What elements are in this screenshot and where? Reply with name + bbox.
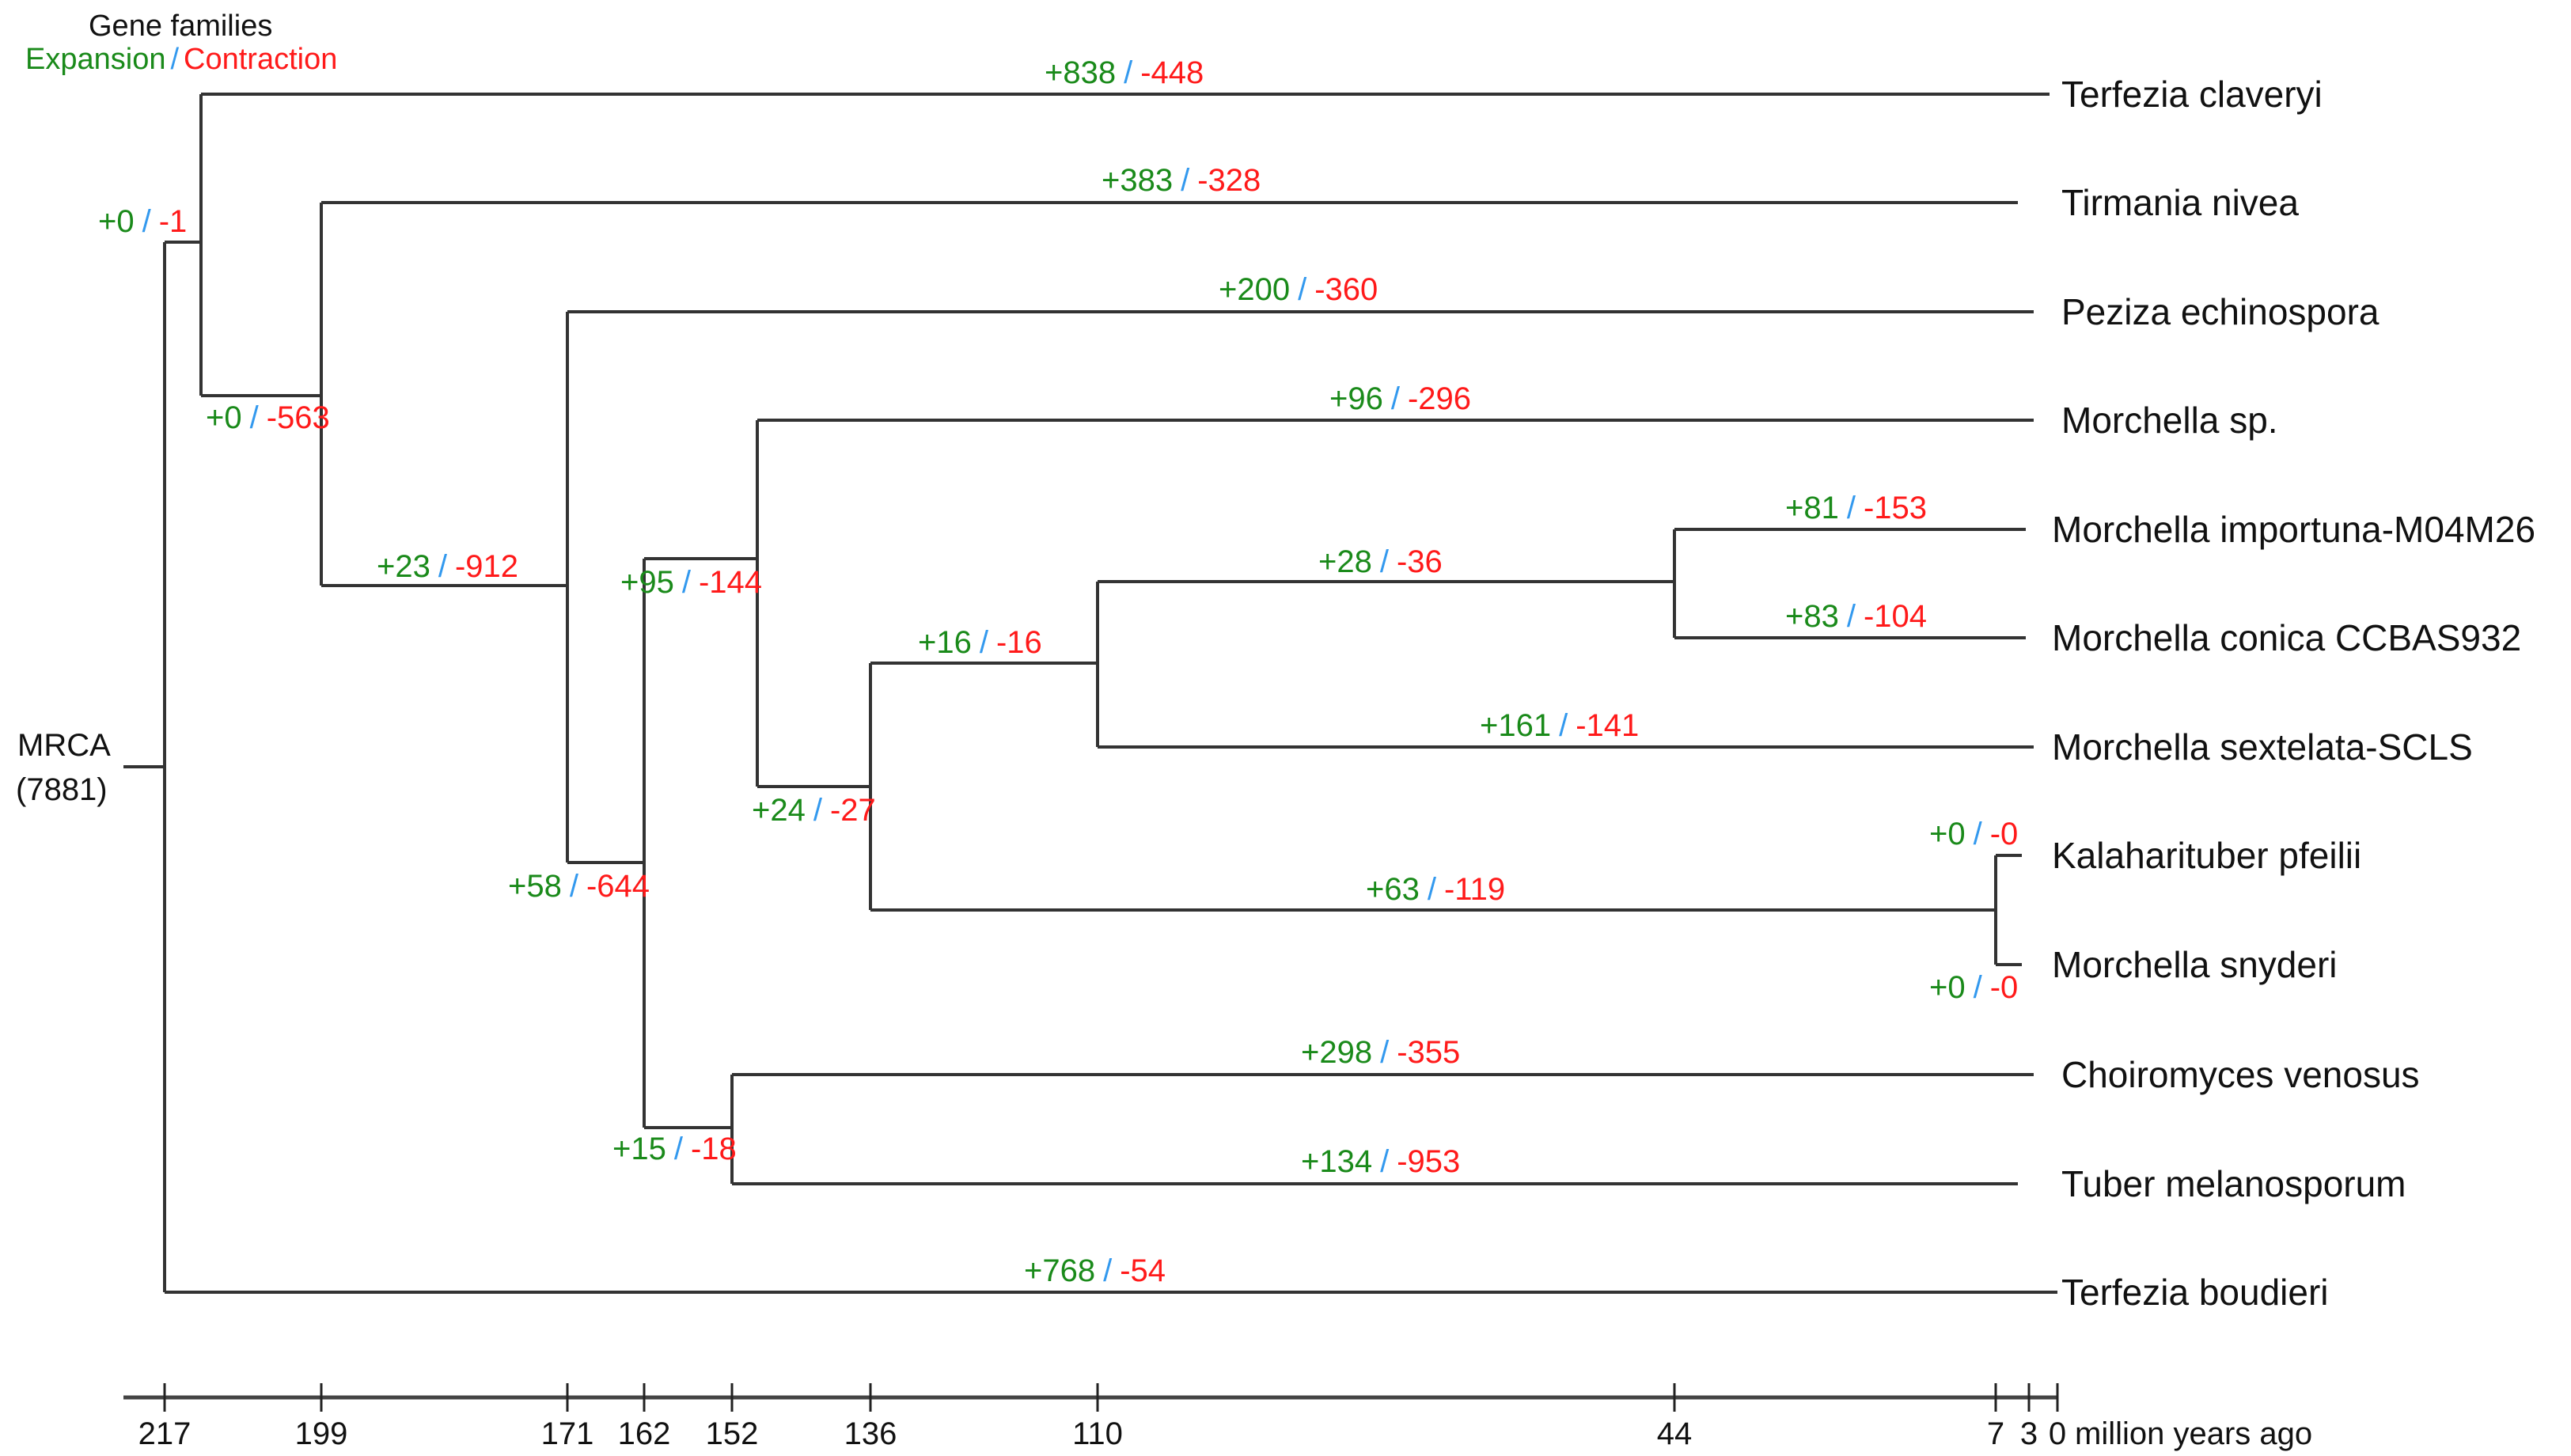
node-label: +95/-144 [620, 565, 763, 600]
axis-tick: 162 [617, 1416, 671, 1451]
legend-expansion: Expansion [25, 43, 166, 76]
branch-label: +383/-328 [1102, 163, 1261, 198]
legend: Expansion / Contraction [25, 43, 338, 76]
node-label: +15/-18 [612, 1132, 737, 1166]
taxon-label: Morchella importuna-M04M26 [2052, 509, 2536, 550]
taxon-label: Terfezia claveryi [2061, 74, 2323, 115]
branch-label: +200/-360 [1219, 272, 1378, 307]
node-label: +28/-36 [1318, 544, 1443, 579]
node-label: +58/-644 [508, 869, 650, 904]
taxon-label: Tuber melanosporum [2061, 1163, 2406, 1204]
taxon-label: Morchella sextelata-SCLS [2052, 726, 2473, 768]
axis-tick: 199 [294, 1416, 348, 1451]
branch-label: +134/-953 [1301, 1144, 1461, 1179]
branch-label: +768/-54 [1024, 1253, 1166, 1288]
axis-tick: 152 [705, 1416, 759, 1451]
node-label: +24/-27 [752, 793, 876, 828]
node-label: +0/-563 [206, 400, 330, 435]
taxon-label: Terfezia boudieri [2061, 1272, 2329, 1313]
axis-tick: 217 [138, 1416, 191, 1451]
root-label: MRCA [17, 728, 111, 763]
axis-tick: 3 [2019, 1416, 2038, 1451]
taxon-label: Peziza echinospora [2061, 291, 2380, 332]
legend-contraction: Contraction [184, 43, 338, 76]
root-count: (7881) [16, 772, 108, 807]
branch-label: +83/-104 [1785, 599, 1928, 634]
node-label: +63/-119 [1366, 872, 1506, 907]
taxon-label: Morchella snyderi [2052, 944, 2338, 985]
node-label: +23/-912 [377, 549, 519, 584]
axis-tick: 44 [1656, 1416, 1693, 1451]
branch-label: +81/-153 [1785, 491, 1928, 525]
axis-tick: 110 [1072, 1416, 1123, 1451]
taxon-label: Choiromyces venosus [2061, 1054, 2420, 1095]
branch-label: +96/-296 [1329, 381, 1472, 416]
branch-label: +298/-355 [1301, 1035, 1461, 1070]
branch-label: +161/-141 [1480, 708, 1640, 743]
branch-label: +0/-0 [1929, 970, 2019, 1005]
taxon-label: Morchella sp. [2061, 400, 2278, 441]
axis-tick: 136 [844, 1416, 897, 1451]
axis-tick: 0 [2048, 1416, 2067, 1451]
axis-unit: million years ago [2075, 1416, 2313, 1451]
branch-label: +838/-448 [1045, 55, 1204, 90]
axis-tick: 171 [540, 1416, 594, 1451]
axis-tick: 7 [1986, 1416, 2005, 1451]
taxon-label: Morchella conica CCBAS932 [2052, 617, 2522, 658]
taxon-label: Tirmania nivea [2061, 182, 2299, 223]
legend-title: Gene families [89, 9, 273, 43]
node-label: +16/-16 [918, 625, 1042, 660]
taxon-label: Kalaharituber pfeilii [2052, 835, 2362, 876]
branch-label: +0/-0 [1929, 817, 2019, 851]
node-label: +0/-1 [98, 204, 188, 239]
